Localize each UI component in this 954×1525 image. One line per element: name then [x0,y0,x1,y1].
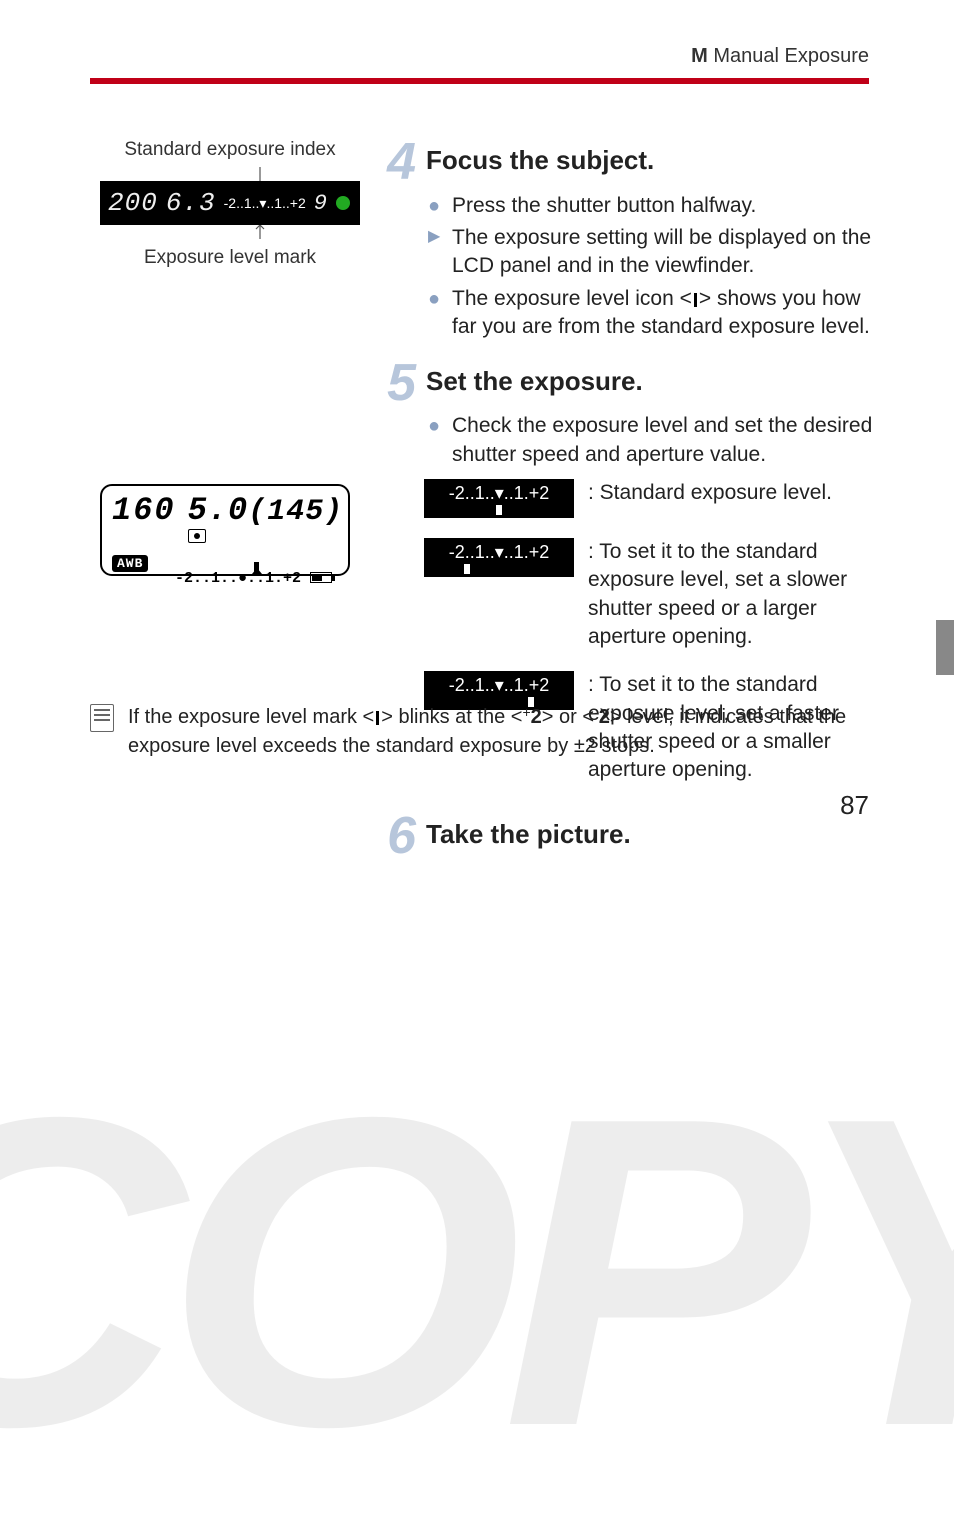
bullet-dot-icon: ● [428,412,442,469]
scale-chip-under: -2..1..▾..1.+2 [424,538,574,577]
lcd-bracket-open: ( [248,495,267,529]
note-icon [90,704,114,732]
step-6-header: 6 Take the picture. [380,813,879,860]
step-4-number: 4 [380,139,416,186]
lcd-shutter: 160 [112,492,176,529]
lcd-shots: 145 [267,495,324,529]
mode-letter: M [691,45,708,67]
scale-pointer-icon [464,564,470,574]
focus-confirm-dot-icon [336,196,350,210]
step-4-title: Focus the subject. [426,139,654,176]
step-4-header: 4 Focus the subject. [380,139,879,186]
scale-1-text: : Standard exposure level. [588,479,879,507]
scale-2-text: : To set it to the standard exposure lev… [588,538,879,651]
vf-scale: -2..1..▾..1..+2 [224,195,306,212]
page-number: 87 [840,790,869,821]
lcd-aperture: 5.0 [188,492,249,529]
step-4-bullet-3: The exposure level icon <> shows you how… [452,285,879,342]
vf-aperture: 6.3 [166,188,216,218]
vf-count: 9 [314,191,328,216]
page-header: M Manual Exposure [0,0,954,78]
viewfinder-strip: 200 6.3 -2..1..▾..1..+2 9 [100,181,360,225]
scale-chip-center: -2..1..▾..1.+2 [424,479,574,518]
footer-note: If the exposure level mark <> blinks at … [90,702,869,761]
step-6-title: Take the picture. [426,813,631,850]
step-4-bullet-1: Press the shutter button halfway. [452,192,756,220]
pointer-line-bottom [100,225,360,243]
pointer-line-top [100,167,360,181]
caption-std-exposure-index: Standard exposure index [100,139,360,161]
bullet-dot-icon: ● [428,285,442,342]
level-mark-icon [376,711,379,725]
bullet-dot-icon: ● [428,192,442,220]
step-5-number: 5 [380,360,416,407]
step-4-bullet-2: The exposure setting will be displayed o… [452,224,879,281]
step-5-bullet-1: Check the exposure level and set the des… [452,412,879,469]
step-5-title: Set the exposure. [426,360,643,397]
lcd-bracket-close: ) [324,495,343,529]
step-6-number: 6 [380,813,416,860]
vf-shutter: 200 [108,188,158,218]
lcd-panel: 160 5.0(145) AWB -2..1..●..1.+2 [100,484,350,576]
mode-text: Manual Exposure [708,45,869,67]
scale-pointer-icon [496,505,502,515]
caption-exposure-level-mark: Exposure level mark [100,247,360,269]
metering-icon [188,529,206,543]
footer-note-text: If the exposure level mark <> blinks at … [128,702,869,761]
page-edge-tab [936,620,954,675]
lcd-pointer-icon [102,562,352,576]
level-mark-icon [694,293,697,307]
step-5-header: 5 Set the exposure. [380,360,879,407]
bullet-triangle-icon: ▶ [428,224,442,281]
copy-watermark: COPY [0,1020,954,1525]
